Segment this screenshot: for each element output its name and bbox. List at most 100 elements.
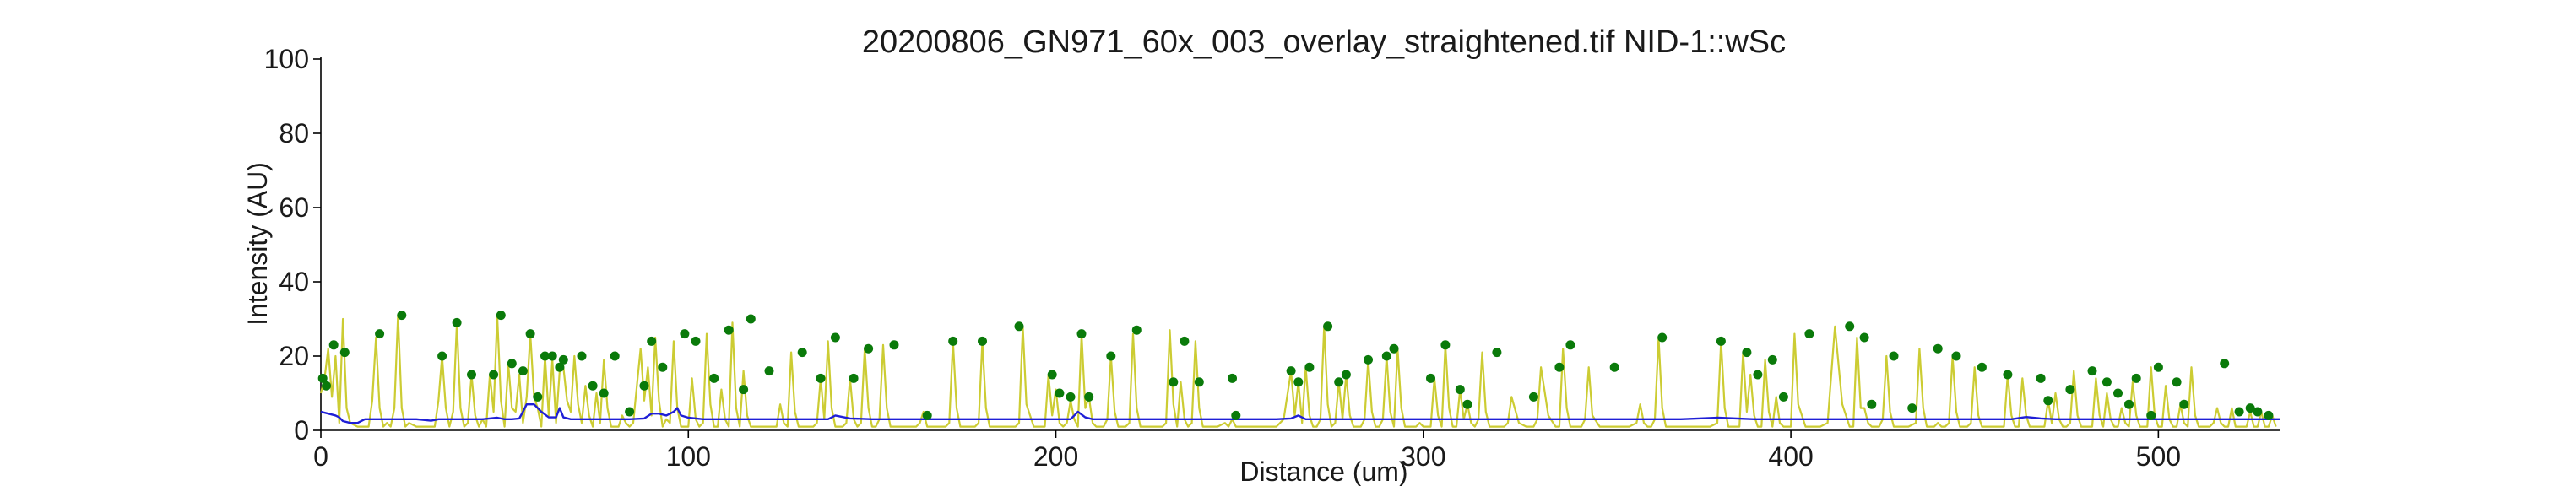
peak-marker — [2113, 388, 2123, 398]
peak-marker — [922, 410, 932, 420]
peak-marker — [1778, 392, 1788, 402]
x-tick-label: 100 — [666, 441, 711, 472]
peak-marker — [1426, 373, 1435, 383]
peak-marker — [849, 373, 859, 383]
y-tick-label: 0 — [294, 415, 309, 446]
peak-marker — [1554, 362, 1565, 372]
peak-marker — [1334, 377, 1344, 387]
y-tick-label: 100 — [264, 44, 309, 74]
peak-marker — [1389, 343, 1399, 354]
x-tick-label: 400 — [1768, 441, 1813, 472]
peak-marker — [397, 310, 407, 321]
peak-marker — [625, 407, 635, 417]
peak-marker — [1180, 336, 1190, 346]
peak-marker — [1889, 351, 1899, 361]
peak-marker — [533, 392, 543, 402]
peak-marker — [375, 329, 385, 339]
peak-marker — [2234, 407, 2244, 417]
peak-marker — [1055, 388, 1065, 398]
peak-marker — [1131, 325, 1142, 335]
peak-marker — [1293, 377, 1304, 387]
peak-marker — [1742, 348, 1752, 358]
peak-marker — [889, 340, 899, 350]
chart-title: 20200806_GN971_60x_003_overlay_straighte… — [862, 24, 1786, 60]
peak-marker — [691, 336, 701, 346]
peak-marker — [1341, 370, 1351, 380]
peak-marker — [1951, 351, 1961, 361]
y-axis-title: Intensity (AU) — [242, 162, 273, 326]
peak-marker — [577, 351, 587, 361]
peak-marker — [2264, 410, 2274, 420]
x-axis-title: Distance (um) — [1239, 456, 1407, 486]
peak-marker — [1066, 392, 1076, 402]
signal-series-line — [319, 314, 2277, 428]
peak-marker — [2179, 399, 2189, 409]
peak-marker — [1767, 354, 1777, 364]
peak-marker — [1845, 321, 1855, 332]
peak-marker — [1907, 403, 1917, 413]
peak-marker — [2043, 396, 2053, 406]
peak-marker — [588, 381, 598, 391]
peak-marker — [540, 351, 550, 361]
peak-marker — [525, 329, 535, 339]
x-tick-label: 500 — [2136, 441, 2181, 472]
peak-marker — [1933, 343, 1943, 354]
peak-marker — [1492, 348, 1502, 358]
peak-marker — [746, 314, 756, 324]
peak-marker — [1716, 336, 1726, 346]
x-tick-label: 200 — [1033, 441, 1078, 472]
peak-marker — [2131, 373, 2141, 383]
peak-marker — [764, 366, 774, 376]
peak-marker — [467, 370, 476, 380]
peak-marker — [2146, 410, 2156, 420]
peak-marker — [2087, 366, 2097, 376]
peak-marker — [1084, 392, 1094, 402]
peak-marker — [1565, 340, 1575, 350]
x-tick-label: 0 — [313, 441, 328, 472]
peak-marker — [1381, 351, 1391, 361]
x-tick-label: 300 — [1401, 441, 1445, 472]
peak-marker — [2003, 370, 2013, 380]
peak-marker — [1304, 362, 1315, 372]
peak-marker — [452, 317, 462, 327]
y-tick-label: 40 — [279, 267, 309, 297]
peak-marker — [830, 332, 840, 343]
peak-marker — [1859, 332, 1869, 343]
y-tick-label: 80 — [279, 118, 309, 148]
peak-marker — [1440, 340, 1451, 350]
y-axis-ticks: 0 20 40 60 80 100 — [264, 44, 321, 446]
peak-marker — [658, 362, 668, 372]
peak-marker — [864, 343, 874, 354]
axes — [320, 57, 2280, 431]
peak-marker — [322, 381, 331, 391]
peak-marker — [680, 329, 690, 339]
peak-marker — [1364, 354, 1373, 364]
background-series-line — [320, 403, 2280, 424]
peak-marker — [496, 310, 506, 321]
peak-marker — [1014, 321, 1024, 332]
peak-marker — [1076, 329, 1087, 339]
peak-marker — [1194, 377, 1204, 387]
peak-marker — [518, 366, 528, 376]
peak-marker — [599, 388, 609, 398]
peak-marker — [1462, 399, 1472, 409]
plot-area — [317, 310, 2280, 428]
y-tick-label: 60 — [279, 192, 309, 223]
peak-marker — [978, 336, 987, 346]
x-axis-ticks: 0 100 200 300 400 500 — [313, 430, 2181, 472]
peak-marker — [2245, 403, 2255, 413]
peak-marker — [1286, 366, 1296, 376]
peak-marker — [1804, 329, 1814, 339]
peak-marker — [639, 381, 649, 391]
peak-marker — [558, 354, 568, 364]
peak-marker — [1228, 373, 1237, 383]
peak-marker — [709, 373, 719, 383]
peak-marker — [1753, 370, 1763, 380]
peak-marker — [1231, 410, 1241, 420]
peak-marker — [328, 340, 339, 350]
peak-marker — [2220, 359, 2230, 369]
peak-marker — [1169, 377, 1179, 387]
peak-marker — [339, 348, 350, 358]
peak-marker — [317, 373, 328, 383]
